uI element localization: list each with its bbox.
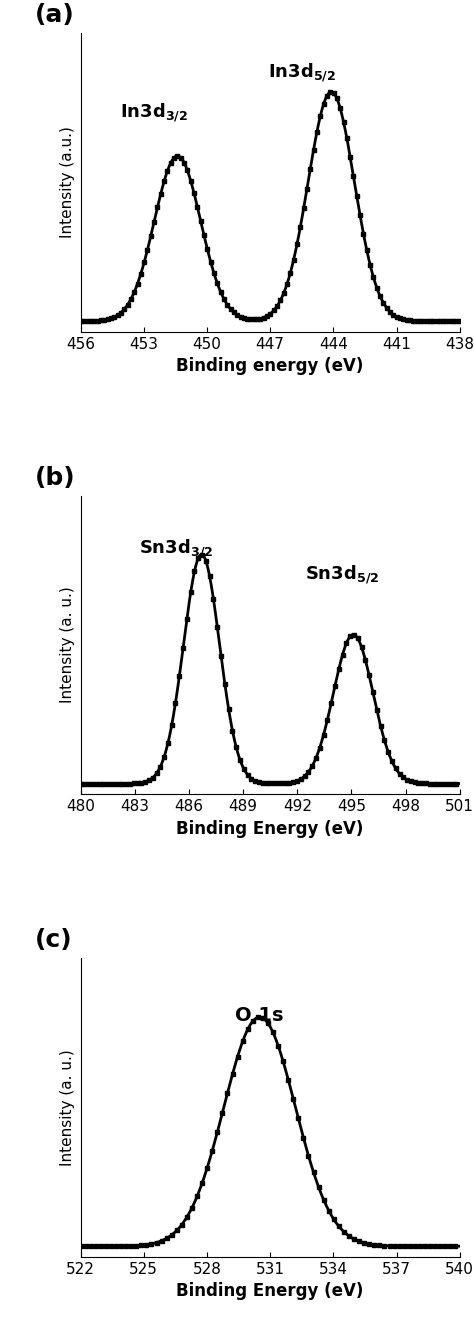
X-axis label: Binding energy (eV): Binding energy (eV) — [176, 358, 364, 375]
Y-axis label: Intensity (a.u.): Intensity (a.u.) — [60, 126, 75, 238]
Text: (a): (a) — [35, 3, 75, 28]
Y-axis label: Intensity (a. u.): Intensity (a. u.) — [60, 1049, 75, 1166]
Text: O 1s: O 1s — [236, 1005, 284, 1025]
Text: Sn3d$_{\mathbf{5/2}}$: Sn3d$_{\mathbf{5/2}}$ — [305, 564, 379, 587]
X-axis label: Binding Energy (eV): Binding Energy (eV) — [176, 819, 364, 838]
Text: In3d$_{\mathbf{5/2}}$: In3d$_{\mathbf{5/2}}$ — [268, 61, 336, 84]
Text: Sn3d$_{\mathbf{3/2}}$: Sn3d$_{\mathbf{3/2}}$ — [139, 537, 213, 560]
Text: (c): (c) — [35, 928, 73, 952]
Text: (b): (b) — [35, 465, 76, 489]
X-axis label: Binding Energy (eV): Binding Energy (eV) — [176, 1282, 364, 1301]
Text: In3d$_{\mathbf{3/2}}$: In3d$_{\mathbf{3/2}}$ — [120, 101, 188, 124]
Y-axis label: Intensity (a. u.): Intensity (a. u.) — [60, 587, 75, 704]
